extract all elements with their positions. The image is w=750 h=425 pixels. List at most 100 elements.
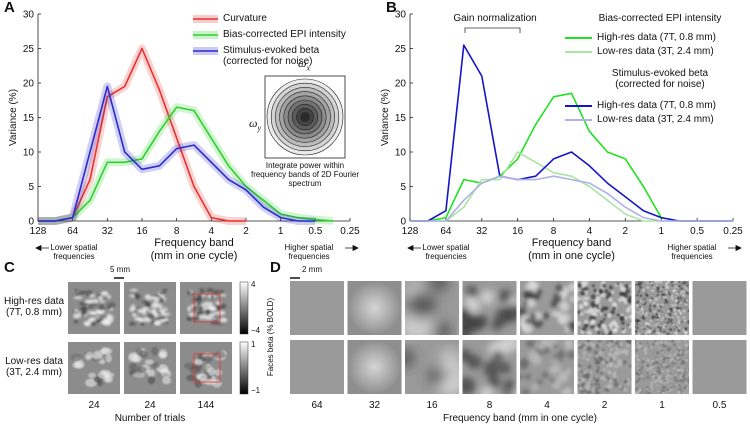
brain-blob	[151, 319, 155, 325]
blob	[640, 313, 643, 316]
blob	[629, 364, 632, 369]
column-label: 144	[197, 400, 215, 411]
blob	[682, 380, 685, 383]
blob	[679, 379, 682, 382]
blob	[656, 322, 659, 324]
brain-map	[68, 282, 120, 334]
blob	[676, 315, 680, 319]
blob	[625, 307, 632, 313]
brain-blob	[214, 369, 223, 376]
blob	[580, 370, 583, 373]
gain-note: Gain normalization	[453, 13, 537, 24]
filtered-texture	[520, 281, 574, 334]
blob	[675, 379, 679, 383]
blob	[598, 289, 604, 295]
blob	[591, 284, 595, 288]
brain-blob	[160, 309, 166, 315]
blob	[665, 290, 668, 294]
filtered-image	[462, 340, 517, 394]
y-tick-label: 5	[400, 182, 406, 193]
blob	[580, 281, 586, 286]
brain-blob	[193, 305, 197, 311]
blob	[666, 310, 670, 313]
brain-blob	[212, 379, 222, 388]
blob	[653, 380, 657, 384]
brain-blob	[159, 315, 167, 320]
brain-blob	[87, 304, 94, 310]
blob	[615, 350, 621, 356]
blob	[665, 296, 668, 299]
blob	[659, 326, 662, 330]
series-line	[410, 175, 733, 222]
x-tick-label: 4	[209, 226, 215, 237]
blob	[674, 383, 677, 386]
blob	[555, 311, 563, 319]
blob	[613, 381, 619, 388]
blob	[676, 307, 680, 310]
brain-blob	[158, 351, 168, 359]
x-tick-label: 32	[102, 226, 114, 237]
blob	[657, 313, 661, 316]
blob	[565, 368, 572, 375]
filtered-blobs	[577, 281, 632, 335]
blob	[672, 289, 675, 293]
blob	[652, 301, 656, 305]
blob	[675, 281, 679, 283]
brain-blob	[84, 299, 94, 304]
blob	[499, 362, 511, 374]
blob	[660, 319, 663, 322]
direction-note: Lower spatial frequencies	[50, 243, 98, 261]
brain-blob	[197, 307, 205, 310]
brain-blob	[105, 354, 112, 363]
blob	[684, 370, 687, 373]
blob	[636, 311, 639, 314]
blob	[577, 377, 579, 381]
blob	[577, 354, 580, 359]
blob	[670, 281, 674, 283]
blob	[687, 299, 689, 301]
blob	[649, 304, 652, 308]
blob	[586, 381, 591, 385]
direction-note: Higher spatial frequencies	[667, 243, 717, 261]
brain-blob	[220, 303, 227, 309]
filtered-blobs	[577, 340, 632, 394]
direction-note: Lower spatial frequencies	[422, 243, 470, 261]
blob	[671, 340, 674, 343]
filtered-blobs	[520, 340, 574, 394]
blob	[646, 367, 649, 370]
blob	[407, 290, 436, 320]
filtered-image	[347, 340, 402, 394]
brain-blob	[151, 346, 159, 356]
panel-letter: A	[4, 0, 15, 16]
blob	[520, 357, 530, 367]
blob	[581, 296, 586, 301]
blob	[642, 311, 645, 314]
brain-blob	[70, 353, 83, 362]
inset-caption: Integrate power within frequency bands o…	[250, 161, 360, 188]
blob	[532, 317, 543, 328]
blob	[667, 291, 670, 294]
blob	[582, 356, 586, 360]
blob	[680, 287, 684, 290]
blob	[587, 364, 592, 369]
brain-blob	[199, 287, 205, 294]
column-label: 24	[144, 400, 156, 411]
legend-group-title: Stimulus-evoked beta (corrected for nois…	[611, 68, 709, 90]
x-tick-label: 64	[67, 226, 79, 237]
blob	[655, 342, 659, 345]
y-axis-label: Variance (%)	[380, 89, 391, 146]
blob	[663, 321, 666, 324]
blob	[577, 383, 580, 388]
blob	[428, 367, 446, 386]
blob	[673, 343, 677, 347]
blob	[541, 371, 550, 379]
y-tick-label: 30	[395, 10, 407, 21]
blob	[638, 373, 641, 376]
blob	[637, 290, 640, 293]
blob	[677, 354, 681, 357]
blob	[684, 303, 688, 306]
blob	[627, 296, 632, 301]
filtered-image	[290, 281, 344, 335]
blob	[663, 293, 666, 296]
blob	[674, 377, 676, 379]
